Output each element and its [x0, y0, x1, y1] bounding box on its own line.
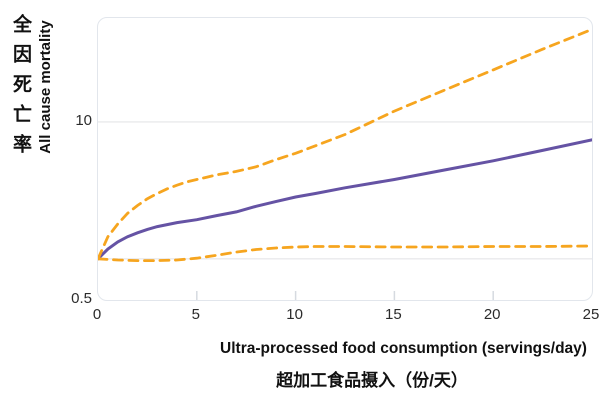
x-tick-label: 15: [385, 306, 402, 323]
y-axis-label-zh: 全因死亡率: [10, 14, 31, 164]
x-tick-label: 20: [483, 306, 501, 323]
y-axis-label-en: All cause mortality: [37, 20, 54, 154]
x-axis-label-zh: 超加工食品摄入（份/天）: [276, 371, 468, 390]
plot-area: [97, 17, 593, 301]
x-tick-label: 0: [92, 306, 102, 323]
x-tick-label: 5: [191, 306, 200, 323]
series-confidence-interval-upper: [98, 28, 592, 261]
x-tick-label: 25: [582, 306, 600, 323]
x-axis-label-en: Ultra-processed food consumption (servin…: [220, 340, 587, 357]
x-tick-label: 10: [286, 306, 303, 323]
series-hazard-ratio-estimate: [98, 138, 592, 261]
y-tick-label: 10: [75, 111, 92, 129]
chart-canvas: [98, 28, 592, 300]
series-confidence-interval-lower: [98, 244, 592, 262]
y-tick-label: 0.5: [71, 290, 92, 307]
